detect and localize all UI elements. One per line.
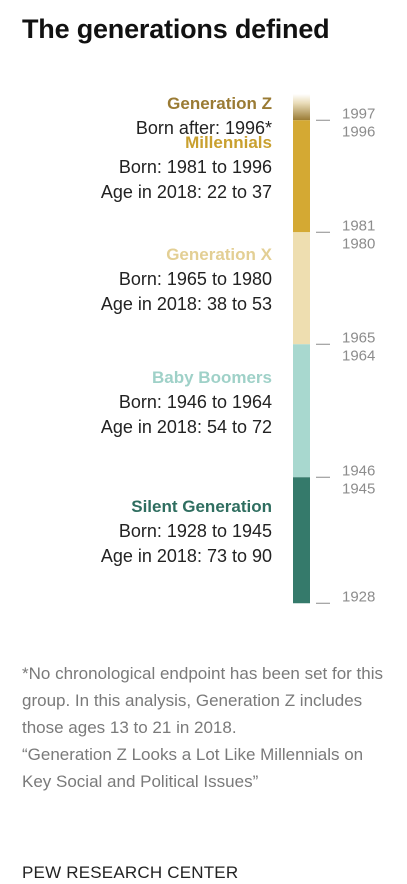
- footnote: *No chronological endpoint has been set …: [22, 660, 392, 795]
- generation-name-silent-generation: Silent Generation: [131, 497, 272, 516]
- bar-generation-z: [293, 94, 310, 121]
- tick-label-1997: 1997: [342, 105, 375, 122]
- tick-label-1946: 1946: [342, 462, 375, 479]
- timeline-bar-chart: 1997 1981 1996 1965 1980 1946 1964 1928 1945: [293, 94, 375, 605]
- born-range-millennials: Born: 1981 to 1996: [118, 157, 272, 177]
- source-credit: PEW RESEARCH CENTER: [22, 863, 239, 882]
- tick-label-1996: 1996: [342, 123, 375, 140]
- generation-name-generation-z: Generation Z: [167, 94, 272, 113]
- generation-name-millennials: Millennials: [185, 133, 272, 152]
- generation-name-baby-boomers: Baby Boomers: [152, 368, 272, 387]
- bar-baby-boomers: [293, 344, 310, 478]
- age-range-silent-generation: Age in 2018: 73 to 90: [100, 546, 272, 566]
- label-group-generation-z: Generation Z Born after: 1996*: [136, 92, 272, 141]
- tick-label-1965: 1965: [342, 329, 375, 346]
- tick-label-1928: 1928: [342, 588, 375, 605]
- age-range-millennials: Age in 2018: 22 to 37: [100, 182, 272, 202]
- age-range-generation-x: Age in 2018: 38 to 53: [100, 294, 272, 314]
- bar-silent-generation: [293, 477, 310, 604]
- tick-label-1980: 1980: [342, 235, 375, 252]
- born-range-silent-generation: Born: 1928 to 1945: [118, 521, 272, 541]
- born-range-baby-boomers: Born: 1946 to 1964: [118, 392, 272, 412]
- generation-name-generation-x: Generation X: [166, 245, 272, 264]
- born-range-generation-x: Born: 1965 to 1980: [118, 269, 272, 289]
- chart-title: The generations defined: [22, 14, 330, 44]
- bar-generation-x: [293, 232, 310, 345]
- born-range-generation-z: Born after: 1996*: [135, 118, 272, 138]
- tick-label-1945: 1945: [342, 480, 375, 497]
- label-group-millennials: Millennials Born: 1981 to 1996 Age in 2018…: [101, 131, 272, 205]
- label-group-generation-x: Generation X Born: 1965 to 1980 Age in 201…: [101, 243, 272, 317]
- tick-label-1964: 1964: [342, 347, 375, 364]
- age-range-baby-boomers: Age in 2018: 54 to 72: [100, 417, 272, 437]
- source-title: “Generation Z Looks a Lot Like Millennia…: [22, 745, 364, 791]
- bar-millennials: [293, 120, 310, 233]
- tick-label-1981: 1981: [342, 217, 375, 234]
- label-group-silent-generation: Silent Generation Born: 1928 to 1945 Age i…: [101, 495, 272, 569]
- label-group-baby-boomers: Baby Boomers Born: 1946 to 1964 Age in 201…: [101, 366, 272, 440]
- footnote-text: *No chronological endpoint has been set …: [22, 664, 384, 737]
